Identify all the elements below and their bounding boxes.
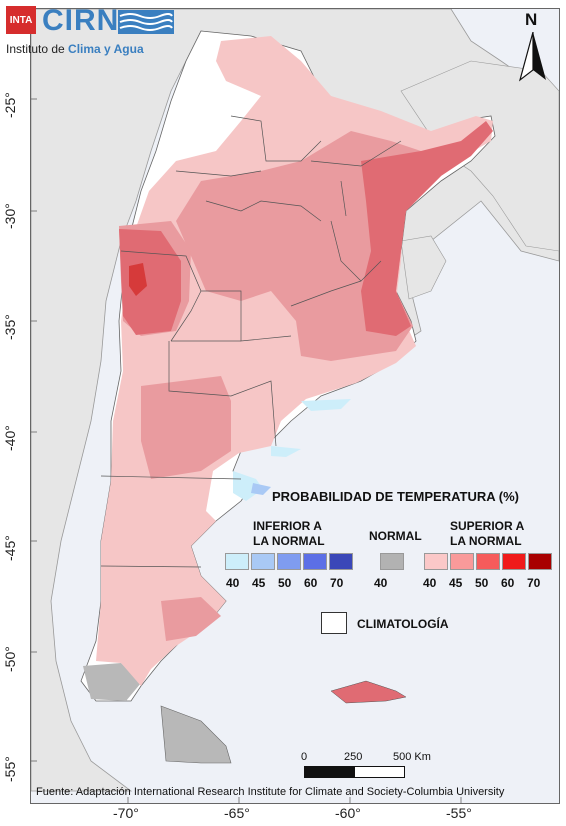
legend-swatch-above-70 bbox=[528, 553, 552, 570]
area-above-45-center bbox=[141, 376, 231, 479]
legend-swatch-normal-40 bbox=[380, 553, 404, 570]
legend-value: 40 bbox=[374, 576, 388, 590]
y-tick-label: -40° bbox=[2, 425, 18, 451]
legend-value: 60 bbox=[501, 576, 515, 590]
area-above-50-west bbox=[119, 229, 181, 335]
area-above-45-south bbox=[161, 597, 221, 641]
y-tick-label: -35° bbox=[2, 314, 18, 340]
institute-name: Instituto de Clima y Agua bbox=[6, 42, 144, 56]
malvinas-islands bbox=[330, 680, 407, 704]
area-below-40-coast bbox=[271, 446, 301, 457]
tierra-del-fuego bbox=[160, 705, 232, 764]
map-canvas bbox=[31, 9, 559, 803]
graticule-ticks bbox=[31, 98, 462, 803]
legend-value: 50 bbox=[475, 576, 489, 590]
y-tick-label: -50° bbox=[2, 646, 18, 672]
y-tick-label: -55° bbox=[2, 756, 18, 782]
legend-above-label: SUPERIOR A LA NORMAL bbox=[450, 519, 524, 549]
legend-swatch-above-45 bbox=[450, 553, 474, 570]
legend-swatch-below-40 bbox=[225, 553, 249, 570]
y-tick-label: -45° bbox=[2, 535, 18, 561]
legend-value: 70 bbox=[527, 576, 541, 590]
north-label: N bbox=[525, 10, 538, 29]
legend-swatch-below-45 bbox=[251, 553, 275, 570]
legend-above-line2: LA NORMAL bbox=[450, 534, 522, 548]
legend-swatch-below-50 bbox=[277, 553, 301, 570]
legend-swatch-below-60 bbox=[303, 553, 327, 570]
legend-below-label: INFERIOR A LA NORMAL bbox=[253, 519, 325, 549]
logo: INTA CIRN Instituto de Clima y Agua bbox=[6, 4, 176, 68]
scale-label: 0 bbox=[301, 751, 308, 763]
waves-icon bbox=[118, 10, 174, 34]
institute-highlight: Clima y Agua bbox=[68, 42, 144, 56]
source-credit: Fuente: Adaptación International Researc… bbox=[36, 786, 505, 798]
scale-label: 500 Km bbox=[393, 751, 431, 763]
legend-value: 50 bbox=[278, 576, 292, 590]
province-borders bbox=[100, 115, 402, 568]
legend-climatology-label: CLIMATOLOGÍA bbox=[357, 617, 449, 631]
inta-logo: INTA bbox=[6, 6, 36, 34]
scale-bar bbox=[304, 766, 405, 778]
legend-value: 45 bbox=[449, 576, 463, 590]
legend-normal-label: NORMAL bbox=[369, 529, 422, 543]
area-below-40 bbox=[301, 399, 351, 411]
neighbor-land-uruguay bbox=[400, 235, 447, 300]
x-tick-label: -65° bbox=[224, 805, 250, 821]
x-tick-label: -60° bbox=[335, 805, 361, 821]
north-arrow: N bbox=[518, 10, 548, 82]
map-panel bbox=[30, 8, 560, 804]
legend-swatch-above-60 bbox=[502, 553, 526, 570]
legend-swatch-climatology bbox=[321, 612, 347, 634]
legend-value: 60 bbox=[304, 576, 318, 590]
legend-value: 45 bbox=[252, 576, 266, 590]
legend-swatch-above-40 bbox=[424, 553, 448, 570]
legend-title: PROBABILIDAD DE TEMPERATURA (%) bbox=[272, 489, 519, 504]
legend-above-line1: SUPERIOR A bbox=[450, 519, 525, 533]
x-tick-label: -55° bbox=[446, 805, 472, 821]
area-above-60-cuyo bbox=[129, 263, 147, 296]
area-above-50-ne bbox=[361, 121, 493, 336]
legend-value: 70 bbox=[330, 576, 344, 590]
y-tick-label: -25° bbox=[2, 92, 18, 118]
area-below-45-valdes bbox=[251, 483, 271, 495]
north-arrow-icon bbox=[518, 32, 546, 82]
x-tick-label: -70° bbox=[113, 805, 139, 821]
y-tick-label: -30° bbox=[2, 203, 18, 229]
legend-below-line1: INFERIOR A bbox=[253, 519, 322, 533]
cirn-logo: CIRN bbox=[42, 4, 120, 37]
scale-label: 250 bbox=[344, 751, 363, 763]
legend-value: 40 bbox=[423, 576, 437, 590]
normal-area-patagonia bbox=[83, 663, 141, 701]
legend-below-line2: LA NORMAL bbox=[253, 534, 325, 548]
institute-prefix: Instituto de bbox=[6, 42, 69, 56]
legend-swatch-above-50 bbox=[476, 553, 500, 570]
legend-value: 40 bbox=[226, 576, 240, 590]
legend-swatch-below-70 bbox=[329, 553, 353, 570]
